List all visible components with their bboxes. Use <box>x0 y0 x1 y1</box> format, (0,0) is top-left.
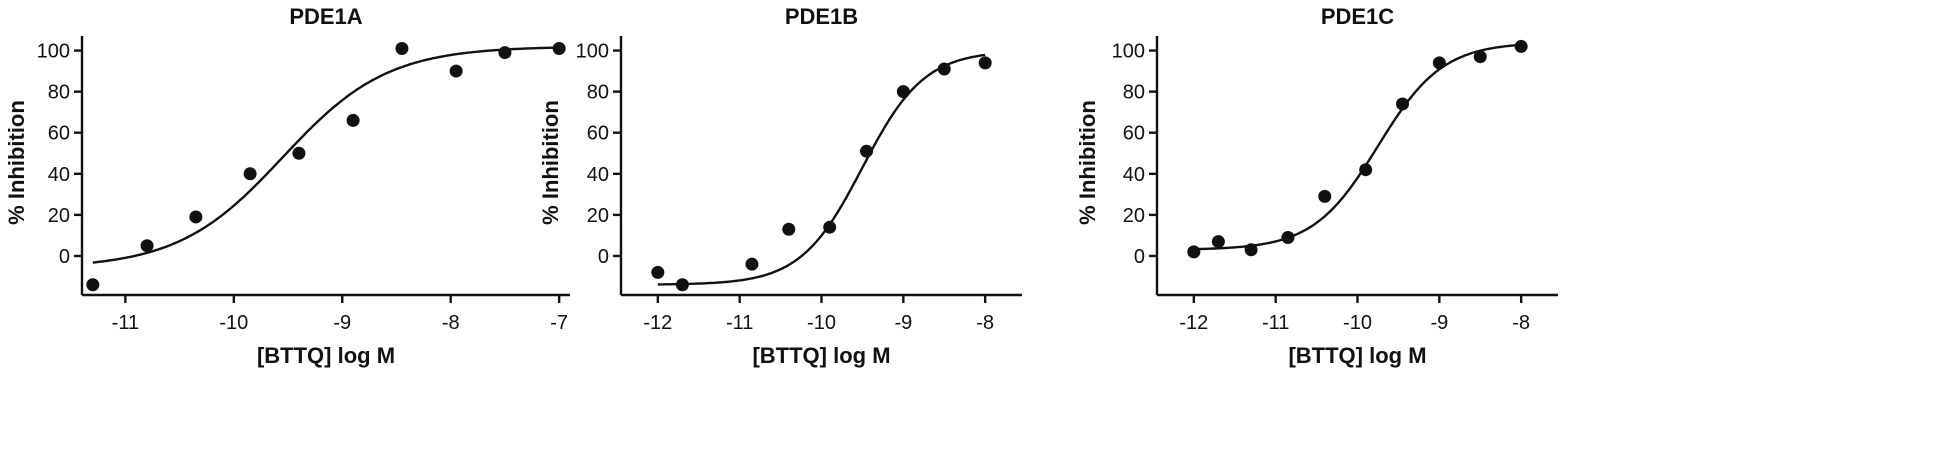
data-point <box>1244 243 1258 257</box>
fit-curve <box>1193 43 1522 251</box>
data-point <box>675 278 689 292</box>
x-tick-label: -10 <box>219 312 248 334</box>
x-tick-label: -8 <box>442 312 460 334</box>
y-tick-label: 20 <box>1123 205 1145 227</box>
x-tick-label: -12 <box>1179 312 1208 334</box>
x-tick-label: -12 <box>643 312 672 334</box>
data-point <box>978 56 992 70</box>
data-point <box>1432 56 1446 70</box>
fit-curve <box>657 53 986 286</box>
x-tick-label: -8 <box>976 312 994 334</box>
y-tick-label: 20 <box>587 205 609 227</box>
fit-curve <box>92 46 560 264</box>
data-point <box>651 265 665 279</box>
x-tick-label: -10 <box>1343 312 1372 334</box>
y-tick-label: 100 <box>576 41 609 63</box>
data-point <box>1211 235 1225 249</box>
chart-title: PDE1A <box>289 4 362 29</box>
y-axis-label: % Inhibition <box>538 100 563 225</box>
chart-panel-pde1b: PDE1B 0 20 40 60 80 100 -12 -11 -10 -9 -8 [BTTQ] log… <box>538 4 1022 368</box>
data-point <box>1187 245 1201 259</box>
x-tick-label: -8 <box>1512 312 1530 334</box>
y-axis-label: % Inhibition <box>1075 100 1100 225</box>
data-point <box>745 257 759 271</box>
data-point <box>1318 189 1332 203</box>
data-point <box>1281 230 1295 244</box>
y-tick-label: 0 <box>59 246 70 268</box>
x-tick-label: -7 <box>550 312 568 334</box>
data-point <box>189 210 203 224</box>
data-point <box>140 239 154 253</box>
chart-title: PDE1C <box>1321 4 1394 29</box>
y-tick-label: 60 <box>48 123 70 145</box>
x-tick-label: -11 <box>726 312 753 334</box>
data-point <box>552 41 566 55</box>
x-tick-label: -11 <box>112 312 139 334</box>
data-point <box>395 41 409 55</box>
data-point <box>498 46 512 60</box>
data-point <box>243 167 257 181</box>
chart-title: PDE1B <box>785 4 858 29</box>
data-point <box>896 85 910 99</box>
y-tick-label: 80 <box>48 82 70 104</box>
x-tick-label: -11 <box>1262 312 1289 334</box>
y-tick-label: 100 <box>37 41 70 63</box>
data-point <box>860 144 874 158</box>
y-axis-label: % Inhibition <box>4 100 29 225</box>
x-tick-label: -10 <box>807 312 836 334</box>
y-tick-label: 100 <box>1112 41 1145 63</box>
y-tick-label: 40 <box>1123 164 1145 186</box>
y-tick-label: 0 <box>1134 246 1145 268</box>
x-tick-label: -9 <box>1430 312 1448 334</box>
data-point <box>346 113 360 127</box>
chart-panel-pde1c: PDE1C 0 20 40 60 80 100 -12 -11 -10 -9 -8 [BTTQ] log… <box>1075 4 1558 368</box>
x-axis-label: [BTTQ] log M <box>257 343 395 368</box>
data-point <box>937 62 951 76</box>
data-point <box>1473 50 1487 64</box>
chart-panel-pde1a: PDE1A 0 20 40 60 80 100 -11 -10 -9 -8 -7 [BTTQ] log … <box>4 4 570 368</box>
y-tick-label: 0 <box>598 246 609 268</box>
y-tick-label: 40 <box>48 164 70 186</box>
data-point <box>292 146 306 160</box>
data-point <box>86 278 100 292</box>
y-tick-label: 80 <box>587 82 609 104</box>
data-point <box>1514 39 1528 53</box>
data-point <box>782 222 796 236</box>
data-point <box>1396 97 1410 111</box>
x-axis-label: [BTTQ] log M <box>752 343 890 368</box>
y-tick-label: 60 <box>1123 123 1145 145</box>
y-tick-label: 60 <box>587 123 609 145</box>
y-tick-label: 20 <box>48 205 70 227</box>
x-tick-label: -9 <box>333 312 351 334</box>
data-point <box>449 64 463 78</box>
y-tick-label: 40 <box>587 164 609 186</box>
data-point <box>1359 163 1373 177</box>
x-axis-label: [BTTQ] log M <box>1288 343 1426 368</box>
x-tick-label: -9 <box>894 312 912 334</box>
data-point <box>823 220 837 234</box>
y-tick-label: 80 <box>1123 82 1145 104</box>
